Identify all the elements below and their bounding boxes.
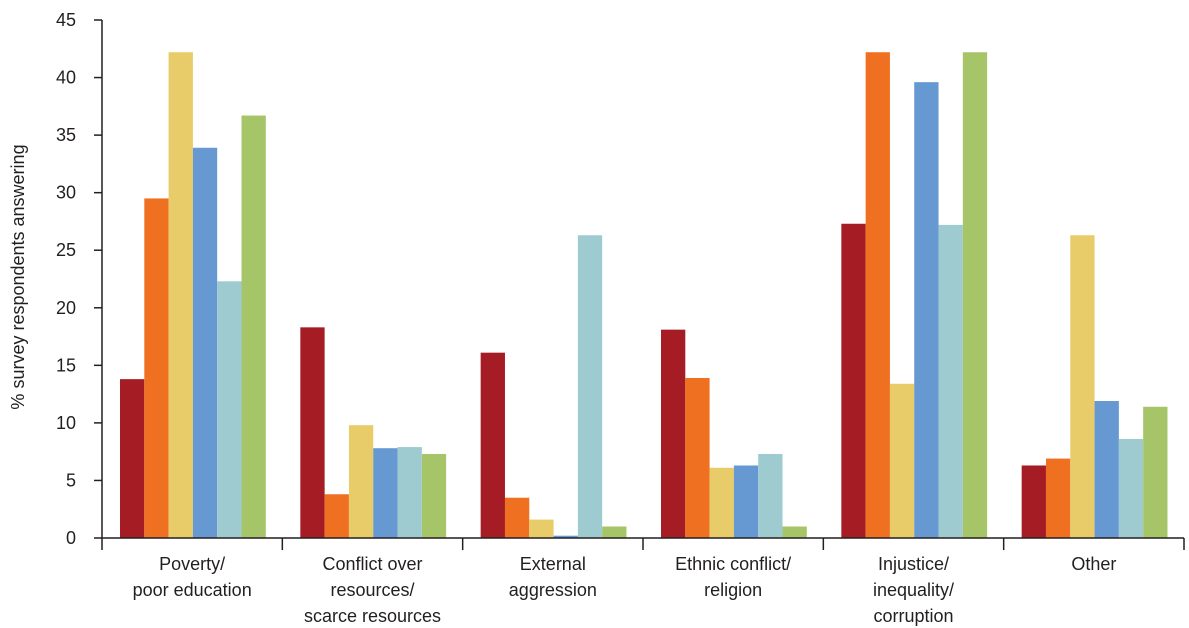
x-category-label: Injustice/inequality/corruption [873,554,954,626]
x-category-label-line: Injustice/ [878,554,949,574]
bar [529,519,554,538]
bar [324,494,349,538]
y-tick-label: 35 [56,125,76,145]
y-tick-label: 30 [56,183,76,203]
x-category-label-line: resources/ [330,580,414,600]
y-tick-label: 0 [66,528,76,548]
bar [865,52,890,538]
y-tick-label: 10 [56,413,76,433]
bar [1094,401,1119,538]
bar [962,52,988,538]
bar [914,82,939,538]
bar [168,52,193,538]
bar [397,447,422,538]
x-category-label-line: scarce resources [304,606,441,626]
x-category-label-line: religion [704,580,762,600]
bar [480,352,505,538]
bar [421,453,447,538]
bar [602,526,627,538]
bar [685,377,710,538]
bar [938,224,963,539]
bar [192,147,218,539]
x-category-label-line: inequality/ [873,580,954,600]
bar [577,235,603,538]
x-category-label-line: Poverty/ [159,554,225,574]
y-tick-label: 5 [66,470,76,490]
x-category-labels: Poverty/poor education Conflict over resou… [133,554,1117,626]
bar [841,223,866,538]
bar [504,497,530,538]
y-tick-label: 40 [56,68,76,88]
y-axis-title: % survey respondents answering [8,144,28,409]
bar [553,535,578,538]
x-category-label-line: Other [1071,554,1116,574]
bar [241,115,266,538]
bar [1021,465,1046,538]
bar [1143,406,1168,538]
bar [709,467,734,538]
bar [889,383,915,538]
x-category-label-line: corruption [873,606,953,626]
bar [348,425,374,538]
x-ticks [101,538,1185,550]
bar [120,379,145,538]
y-tick-label: 15 [56,355,76,375]
bar [144,198,169,538]
x-category-label: Conflict over resources/scarce resources [304,554,441,626]
bar [733,465,759,538]
bar [1118,439,1144,538]
bar [758,453,783,538]
x-category-label-line: Ethnic conflict/ [675,554,791,574]
y-tick-label: 45 [56,10,76,30]
y-tick-label: 20 [56,298,76,318]
x-category-label: Other [1071,554,1116,574]
bar [661,329,686,538]
y-tick-label: 25 [56,240,76,260]
bar [782,526,807,538]
x-category-label: Ethnic conflict/religion [675,554,791,600]
bar [373,448,398,538]
bar [1070,235,1095,538]
bar [1045,458,1071,538]
x-category-label-line: aggression [509,580,597,600]
bar [300,327,325,538]
x-category-label: Poverty/poor education [133,554,252,600]
x-category-label-line: Conflict over [322,554,422,574]
y-ticks: 0 5 10 15 20 25 30 35 40 45 [56,10,102,548]
x-category-label-line: External [520,554,586,574]
x-category-label: External aggression [509,554,597,600]
bars-layer [120,52,1168,539]
bar [217,281,242,538]
x-category-label-line: poor education [133,580,252,600]
